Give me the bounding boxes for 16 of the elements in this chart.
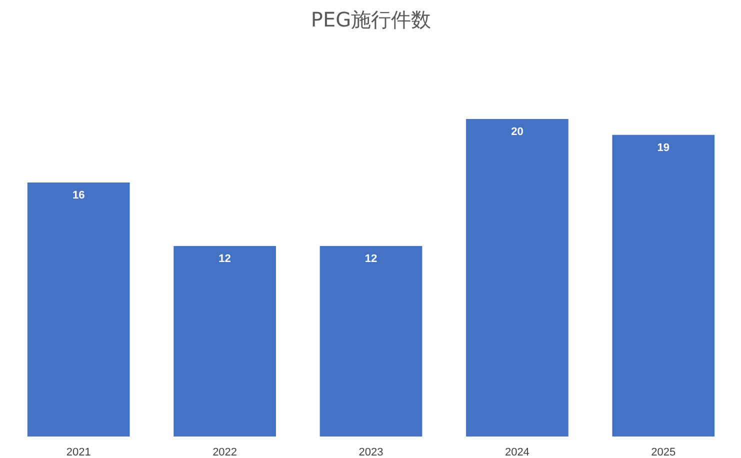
data-label: 20 bbox=[511, 126, 524, 138]
data-label: 16 bbox=[72, 190, 85, 202]
x-tick-label: 2024 bbox=[504, 446, 530, 458]
data-label: 19 bbox=[657, 142, 670, 154]
x-tick-label: 2023 bbox=[358, 446, 384, 458]
x-tick-label: 2025 bbox=[651, 446, 676, 458]
bar bbox=[27, 182, 130, 436]
bar bbox=[466, 119, 568, 436]
chart-title: PEG施行件数 bbox=[310, 8, 432, 32]
data-label: 12 bbox=[364, 253, 378, 266]
bar bbox=[612, 134, 715, 436]
bar bbox=[174, 246, 276, 436]
data-label: 12 bbox=[218, 253, 231, 266]
x-tick-label: 2022 bbox=[212, 446, 238, 458]
x-tick-label: 2021 bbox=[66, 446, 91, 458]
bar bbox=[320, 246, 422, 436]
